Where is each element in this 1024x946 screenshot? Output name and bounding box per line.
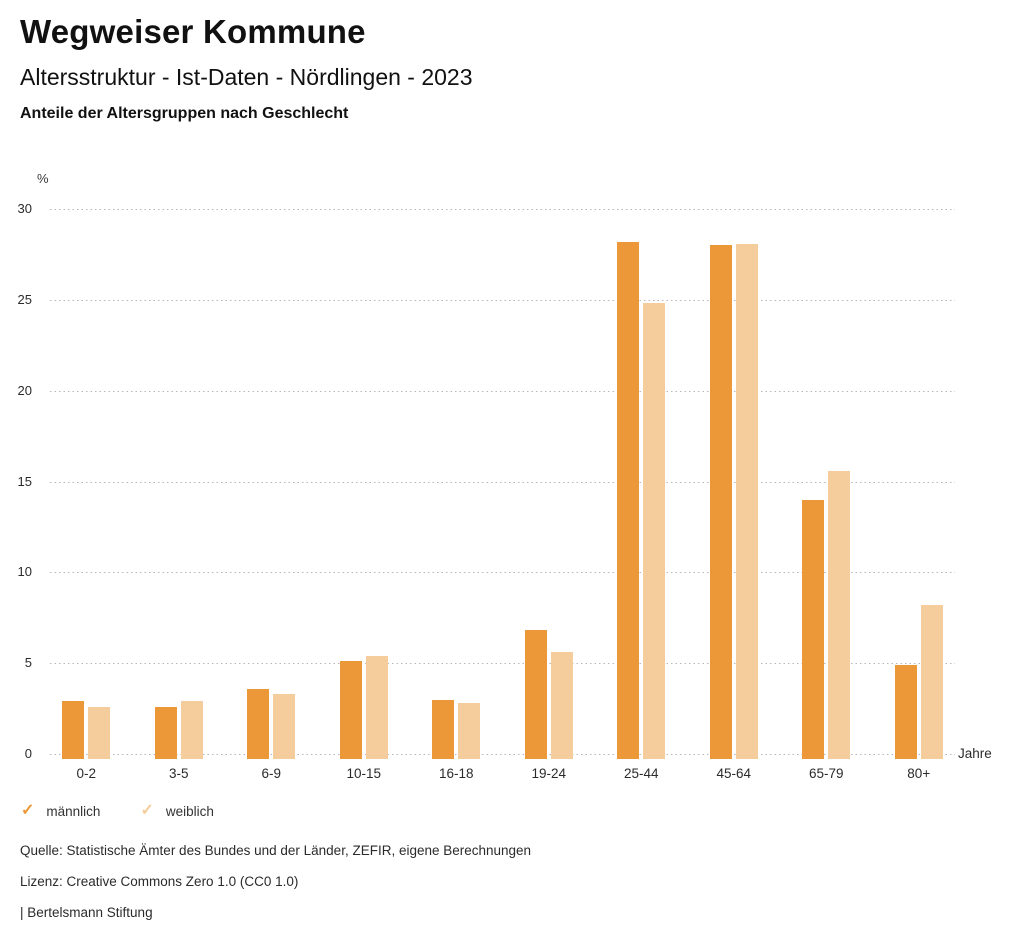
bar-weiblich-0-2[interactable] (88, 706, 111, 759)
x-axis-label-65-79: 65-79 (808, 766, 844, 781)
bar-series-area (40, 209, 965, 759)
gridline-5 (50, 663, 955, 665)
bar-group-25-44 (595, 209, 688, 759)
bar-maennlich-0-2[interactable] (62, 701, 85, 759)
bar-weiblich-25-44[interactable] (643, 303, 666, 759)
bar-weiblich-6-9[interactable] (273, 694, 296, 759)
bar-weiblich-10-15[interactable] (365, 655, 388, 759)
x-axis-label-19-24: 19-24 (531, 766, 567, 781)
bar-group-65-79 (780, 209, 873, 759)
y-axis-label-30: 30 (17, 201, 32, 216)
x-axis-label-25-44: 25-44 (623, 766, 659, 781)
bar-weiblich-45-64[interactable] (735, 243, 758, 759)
x-axis-labels: 0-2 3-5 6-9 10-15 16-18 19-24 25-44 45-64 65-79 8… (40, 766, 965, 781)
chart-subtitle: Anteile der Altersgruppen nach Geschlech… (20, 105, 349, 122)
page-title: Wegweiser Kommune (20, 13, 366, 50)
bar-maennlich-65-79[interactable] (802, 499, 825, 759)
bar-weiblich-19-24[interactable] (550, 652, 573, 759)
legend-label-weiblich: weiblich (165, 803, 214, 819)
x-axis-label-16-18: 16-18 (438, 766, 474, 781)
x-axis-unit-label: Jahre (958, 746, 992, 761)
x-axis-label-10-15: 10-15 (346, 766, 382, 781)
x-axis-label-0-2: 0-2 (76, 766, 96, 781)
y-axis-unit-label: % (37, 171, 49, 186)
legend-item-weiblich[interactable]: ✓ weiblich (140, 803, 213, 819)
bar-maennlich-45-64[interactable] (709, 245, 732, 759)
legend-item-maennlich[interactable]: ✓ männlich (21, 803, 100, 819)
bar-maennlich-80plus[interactable] (894, 664, 917, 759)
chart-title: Altersstruktur - Ist-Daten - Nördlingen … (20, 64, 473, 90)
bar-maennlich-19-24[interactable] (524, 630, 547, 759)
gridline-10 (50, 572, 955, 574)
license-note: Lizenz: Creative Commons Zero 1.0 (CC0 1… (20, 874, 299, 889)
check-icon: ✓ (21, 802, 35, 819)
check-icon: ✓ (140, 802, 154, 819)
bar-group-45-64 (688, 209, 781, 759)
x-axis-label-80plus: 80+ (907, 766, 931, 781)
bar-group-0-2 (40, 209, 133, 759)
legend: ✓ männlich ✓ weiblich (21, 803, 214, 819)
bar-weiblich-65-79[interactable] (828, 470, 851, 759)
x-axis-label-6-9: 6-9 (261, 766, 281, 781)
bar-maennlich-25-44[interactable] (617, 241, 640, 759)
bar-weiblich-3-5[interactable] (180, 701, 203, 759)
y-axis-label-0: 0 (24, 746, 32, 761)
bar-group-16-18 (410, 209, 503, 759)
source-note: Quelle: Statistische Ämter des Bundes un… (20, 843, 532, 858)
bar-maennlich-10-15[interactable] (339, 661, 362, 759)
bar-group-10-15 (318, 209, 411, 759)
bar-maennlich-16-18[interactable] (432, 699, 455, 759)
attribution-note: | Bertelsmann Stiftung (20, 905, 153, 920)
y-axis-label-20: 20 (17, 382, 32, 398)
legend-label-maennlich: männlich (46, 803, 101, 819)
y-axis-label-15: 15 (17, 473, 32, 489)
gridline-20 (50, 390, 955, 392)
bar-group-19-24 (503, 209, 596, 759)
y-axis-label-5: 5 (24, 655, 32, 671)
bar-weiblich-80plus[interactable] (920, 605, 943, 759)
gridline-30 (50, 209, 955, 210)
gridline-15 (50, 481, 955, 483)
y-axis-label-10: 10 (17, 564, 32, 580)
gridline-0 (50, 754, 955, 755)
x-axis-label-45-64: 45-64 (716, 766, 752, 781)
bar-weiblich-16-18[interactable] (458, 703, 481, 759)
bar-group-6-9 (225, 209, 318, 759)
bar-maennlich-6-9[interactable] (247, 688, 270, 759)
bar-maennlich-3-5[interactable] (154, 706, 177, 759)
bar-group-80plus (873, 209, 966, 759)
x-axis-label-3-5: 3-5 (168, 766, 189, 781)
bar-group-3-5 (133, 209, 226, 759)
gridline-25 (50, 299, 955, 301)
y-axis-label-25: 25 (17, 291, 32, 307)
